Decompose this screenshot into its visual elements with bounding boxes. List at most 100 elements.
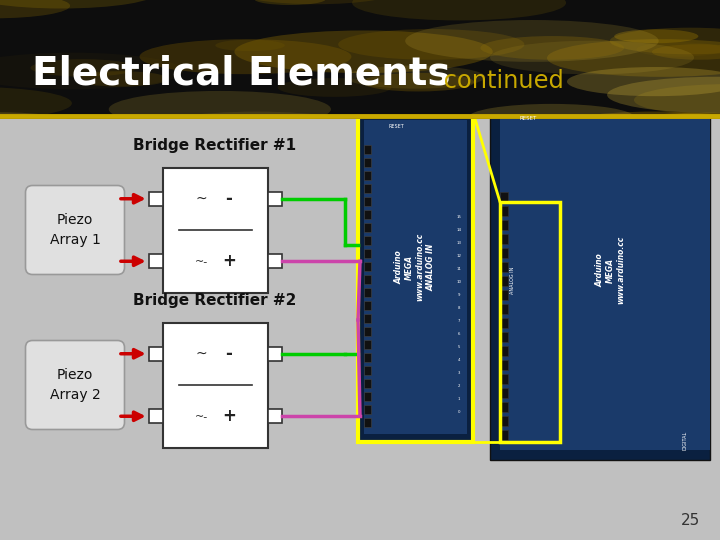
Bar [364, 262, 371, 271]
Text: Bridge Rectifier #1: Bridge Rectifier #1 [133, 138, 297, 153]
Bar [364, 314, 371, 323]
Bar [364, 120, 467, 434]
Bar [364, 158, 371, 167]
Circle shape [0, 52, 184, 89]
Bar [500, 110, 710, 450]
Bar [364, 236, 371, 245]
Text: 8: 8 [458, 306, 460, 310]
Circle shape [254, 0, 325, 5]
Bar [500, 318, 508, 328]
Bar [500, 332, 508, 342]
Text: RESET: RESET [388, 124, 404, 129]
Text: ~: ~ [195, 192, 207, 206]
Circle shape [215, 39, 285, 51]
Bar [500, 276, 508, 286]
Text: Arduino
MEGA
www.arduino.cc: Arduino MEGA www.arduino.cc [595, 236, 625, 304]
Text: 9: 9 [458, 293, 460, 297]
Bar [364, 301, 371, 310]
Bar [500, 248, 508, 258]
Bar [500, 304, 508, 314]
Text: 0: 0 [458, 410, 460, 414]
Text: RESET: RESET [519, 116, 536, 120]
Bar [163, 322, 268, 448]
Text: 6: 6 [458, 332, 460, 336]
Bar [148, 347, 163, 361]
Circle shape [634, 84, 720, 116]
Text: 2: 2 [458, 384, 460, 388]
Bar [500, 360, 508, 370]
Circle shape [468, 104, 635, 131]
Circle shape [636, 42, 720, 57]
Bar [148, 254, 163, 268]
Bar [364, 327, 371, 336]
Bar [268, 254, 282, 268]
Text: 25: 25 [680, 513, 700, 528]
Circle shape [30, 59, 136, 77]
Text: -: - [225, 345, 233, 363]
FancyBboxPatch shape [25, 186, 125, 274]
Text: 5: 5 [458, 345, 460, 349]
Text: ~-: ~- [194, 411, 207, 421]
Bar [364, 379, 371, 388]
Bar [500, 402, 508, 412]
Bar [500, 374, 508, 384]
Circle shape [0, 87, 72, 119]
Text: +: + [222, 407, 236, 426]
Bar [500, 388, 508, 398]
Circle shape [345, 65, 485, 89]
Bar [364, 210, 371, 219]
Bar [490, 100, 710, 460]
Circle shape [490, 40, 694, 75]
Text: ANALOG IN: ANALOG IN [510, 266, 515, 294]
Bar [364, 353, 371, 362]
Circle shape [652, 44, 720, 60]
Text: Bridge Rectifier #2: Bridge Rectifier #2 [133, 293, 297, 308]
Bar [148, 409, 163, 423]
Text: 11: 11 [456, 267, 462, 271]
Bar [364, 392, 371, 401]
Circle shape [610, 28, 720, 55]
Circle shape [278, 78, 392, 97]
Bar [500, 416, 508, 426]
Bar [500, 346, 508, 356]
Bar [364, 197, 371, 206]
Text: -: - [225, 190, 233, 208]
Bar [500, 206, 508, 216]
Bar [364, 145, 371, 154]
Circle shape [0, 0, 156, 9]
Circle shape [544, 112, 720, 149]
Circle shape [235, 30, 492, 73]
Bar [500, 290, 508, 300]
Circle shape [0, 112, 79, 139]
Bar [500, 192, 508, 202]
Bar [148, 192, 163, 206]
Bar [500, 262, 508, 272]
Text: +: + [222, 252, 236, 270]
Circle shape [567, 67, 720, 96]
Circle shape [109, 91, 331, 127]
Bar [268, 192, 282, 206]
Bar [364, 405, 371, 414]
Circle shape [405, 20, 659, 62]
Circle shape [547, 39, 720, 77]
Text: 15: 15 [456, 215, 462, 219]
Text: 13: 13 [456, 241, 462, 245]
Bar [358, 112, 473, 442]
Bar [163, 167, 268, 293]
Circle shape [338, 29, 524, 60]
FancyBboxPatch shape [25, 341, 125, 429]
Bar [364, 249, 371, 258]
Text: 7: 7 [458, 319, 460, 323]
Bar [500, 234, 508, 244]
Bar [364, 171, 371, 180]
Circle shape [598, 113, 720, 147]
Text: 1: 1 [458, 397, 460, 401]
Text: 14: 14 [456, 228, 462, 232]
Circle shape [607, 77, 720, 113]
Circle shape [480, 36, 624, 60]
Bar [500, 220, 508, 230]
Circle shape [492, 116, 626, 138]
Bar [364, 340, 371, 349]
Text: Arduino
MEGA
www.arduino.cc
ANALOG IN: Arduino MEGA www.arduino.cc ANALOG IN [395, 233, 435, 301]
Circle shape [144, 112, 369, 149]
